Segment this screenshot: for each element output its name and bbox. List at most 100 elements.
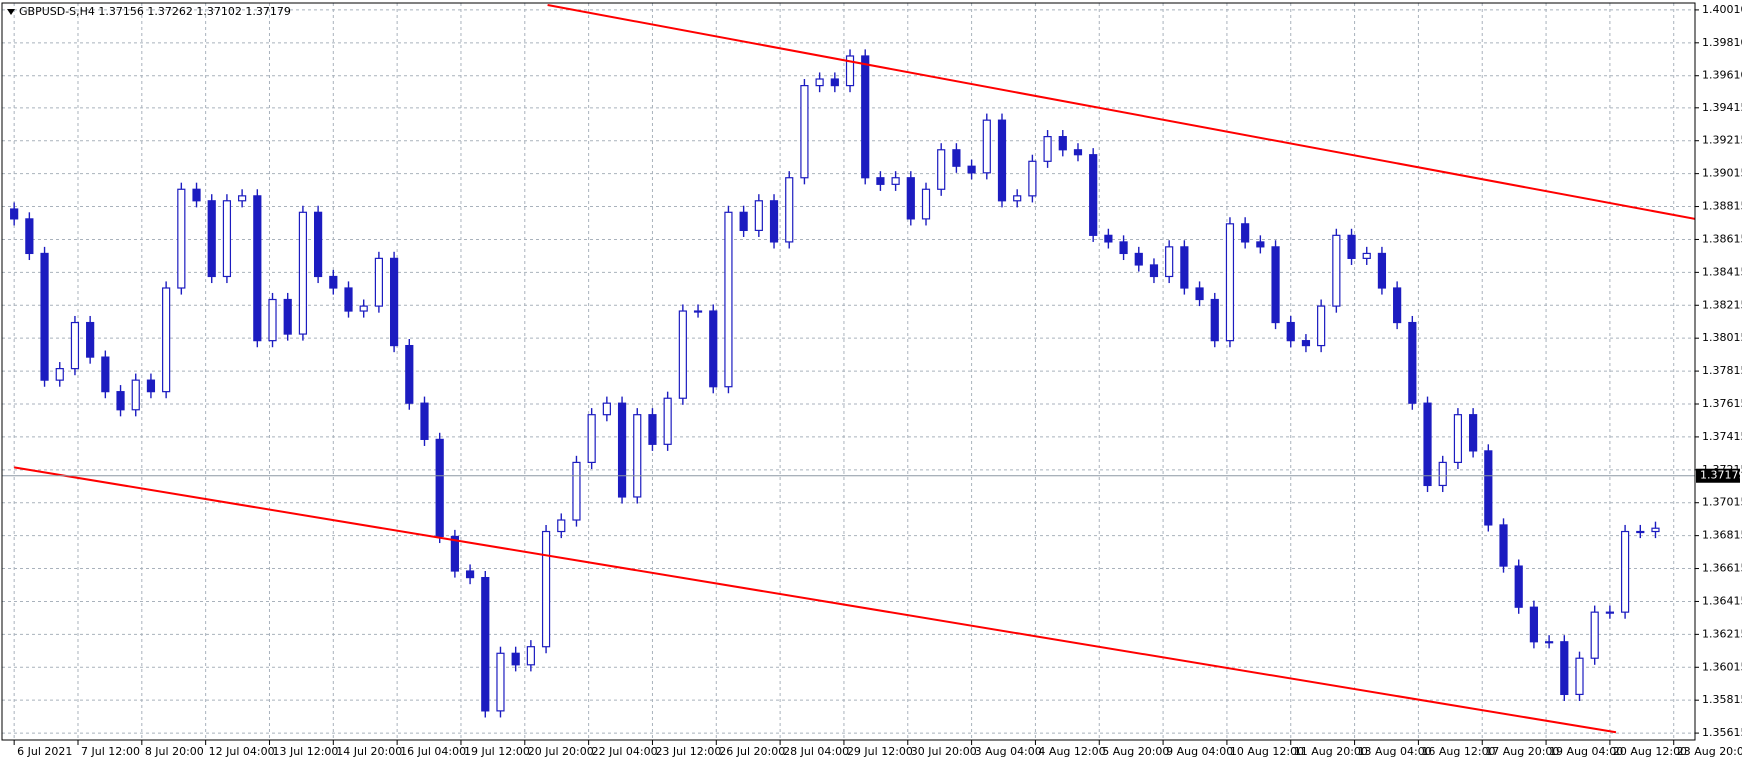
candle-body: [298, 211, 308, 335]
candle-body: [496, 652, 505, 712]
candle-body: [1301, 340, 1311, 347]
candle-body: [131, 379, 140, 411]
candle-body: [1636, 530, 1645, 534]
candle-body: [845, 55, 855, 87]
candle-body: [1438, 461, 1447, 487]
candle-body: [587, 414, 596, 464]
candle-body: [1362, 252, 1371, 259]
candle-body: [1195, 287, 1204, 301]
candle-body: [1514, 565, 1523, 608]
menu-arrow[interactable]: [7, 9, 15, 15]
candle-body: [329, 275, 338, 289]
x-tick-label: 17 Aug 20:00: [1485, 745, 1559, 758]
y-tick-label: 1.37415: [1702, 430, 1742, 443]
candle-body: [1013, 195, 1022, 202]
candle-body: [769, 200, 779, 243]
x-tick-label: 6 Jul 2021: [17, 745, 72, 758]
candle-body: [785, 177, 794, 243]
candle-body: [1104, 234, 1113, 243]
y-tick-label: 1.39415: [1702, 101, 1742, 114]
x-tick-label: 12 Jul 04:00: [209, 745, 275, 758]
candle-body: [1271, 246, 1280, 324]
candle-body: [678, 310, 687, 399]
candle-body: [101, 356, 110, 393]
price-label: 1.37179: [1700, 469, 1742, 482]
x-tick-label: 23 Jul 12:00: [655, 745, 721, 758]
candle-body: [1286, 321, 1295, 342]
y-tick-label: 1.36815: [1702, 529, 1742, 542]
candle-body: [876, 177, 885, 185]
y-tick-label: 1.38015: [1702, 331, 1742, 344]
candle-body: [693, 310, 703, 313]
candle-body: [1317, 305, 1326, 347]
candle-body: [389, 257, 399, 347]
candle-body: [1241, 223, 1250, 243]
candle-body: [1453, 414, 1463, 464]
candle-body: [724, 211, 733, 388]
candle-body: [465, 570, 475, 579]
candle-body: [1575, 657, 1584, 696]
candle-body: [982, 119, 991, 174]
candle-body: [557, 519, 566, 533]
candle-body: [177, 188, 186, 289]
x-tick-label: 20 Aug 12:00: [1613, 745, 1687, 758]
candle-body: [1408, 321, 1417, 404]
candle-body: [997, 119, 1007, 202]
candle-body: [1469, 414, 1478, 452]
x-tick-label: 29 Jul 12:00: [847, 745, 913, 758]
candle-body: [739, 211, 748, 232]
candle-body: [1119, 241, 1128, 255]
x-tick-label: 23 Aug 20:00: [1677, 745, 1742, 758]
candle-body: [1180, 246, 1189, 289]
trend-line: [547, 3, 1695, 220]
x-tick-label: 8 Jul 20:00: [145, 745, 204, 758]
candle-body: [450, 535, 459, 572]
candle-body: [1210, 298, 1219, 342]
candle-body: [1332, 234, 1341, 307]
candle-body: [344, 287, 353, 312]
candle-body: [861, 55, 870, 179]
candle-body: [906, 177, 915, 220]
candle-body: [222, 200, 232, 278]
y-tick-label: 1.40010: [1702, 3, 1742, 16]
candle-body: [800, 85, 809, 179]
candle-body: [815, 78, 824, 87]
x-tick-label: 26 Jul 20:00: [719, 745, 785, 758]
y-tick-label: 1.39015: [1702, 167, 1742, 180]
x-tick-label: 19 Aug 04:00: [1549, 745, 1623, 758]
candle-body: [314, 211, 323, 278]
x-tick-label: 30 Jul 20:00: [911, 745, 977, 758]
candle-body: [663, 397, 672, 445]
candle-body: [1134, 252, 1143, 266]
candle-body: [374, 257, 383, 307]
candle-body: [648, 414, 657, 445]
candle-body: [207, 200, 216, 278]
candle-body: [283, 298, 292, 335]
candle-body: [1605, 611, 1614, 614]
candle-body: [253, 195, 262, 342]
candle-body: [617, 402, 627, 498]
y-tick-label: 1.35615: [1702, 726, 1742, 739]
y-tick-label: 1.36615: [1702, 562, 1742, 575]
candle-body: [526, 646, 535, 666]
candle-body: [1028, 160, 1037, 197]
candle-body: [1347, 234, 1356, 259]
candle-body: [1225, 223, 1235, 342]
x-tick-label: 10 Aug 12:00: [1230, 745, 1304, 758]
y-tick-label: 1.39215: [1702, 134, 1742, 147]
x-tick-label: 5 Aug 20:00: [1102, 745, 1169, 758]
y-tick-label: 1.37615: [1702, 397, 1742, 410]
x-tick-label: 16 Jul 04:00: [400, 745, 466, 758]
candle-body: [162, 287, 171, 393]
candle-body: [1393, 287, 1402, 324]
trend-line: [13, 466, 1617, 734]
y-tick-label: 1.37015: [1702, 496, 1742, 509]
y-tick-label: 1.38615: [1702, 232, 1742, 245]
x-tick-label: 28 Jul 04:00: [783, 745, 849, 758]
price-label-box: [1696, 468, 1740, 483]
axes: 1.40010 1.39810 1.39610 1.39415 1.39215 1.390…: [13, 3, 1742, 758]
x-tick-label: 22 Jul 04:00: [592, 745, 658, 758]
candle-body: [572, 461, 581, 521]
x-tick-label: 3 Aug 04:00: [975, 745, 1042, 758]
